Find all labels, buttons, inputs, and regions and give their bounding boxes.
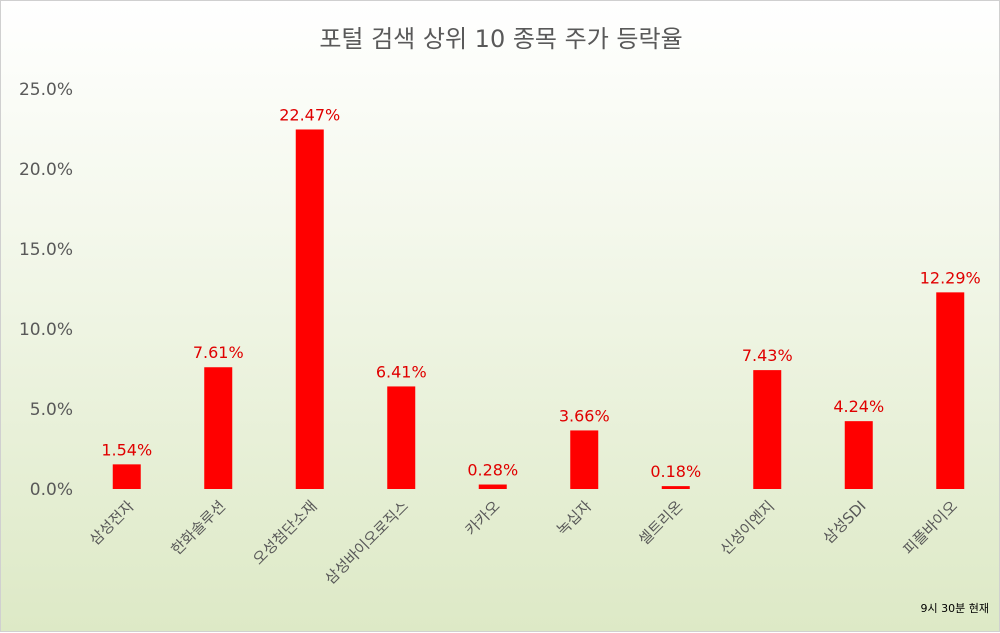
bar [295, 129, 324, 490]
bar [112, 464, 141, 489]
y-axis: 0.0% 5.0% 10.0% 15.0% 20.0% 25.0% [19, 80, 73, 500]
category-label: 셀트리온 [635, 497, 687, 549]
data-label: 22.47% [279, 105, 340, 124]
y-tick-label: 25.0% [19, 80, 73, 100]
y-tick-label: 0.0% [30, 480, 73, 500]
data-labels: 1.54% 7.61% 22.47% 6.41% 0.28% 3.66% 0.18% 7.43… [101, 105, 980, 481]
bar [204, 367, 233, 489]
footnote: 9시 30분 현재 [921, 602, 989, 615]
data-label: 7.43% [742, 346, 793, 365]
data-label: 12.29% [920, 268, 981, 287]
data-label: 7.61% [193, 343, 244, 362]
data-label: 6.41% [376, 362, 427, 381]
bar [936, 292, 965, 489]
category-label: 신성이엔지 [717, 497, 779, 559]
data-label: 0.28% [467, 461, 518, 480]
data-label: 0.18% [650, 462, 701, 481]
data-label: 1.54% [101, 440, 152, 459]
y-tick-label: 20.0% [19, 160, 73, 180]
category-label: 카카오 [462, 497, 504, 539]
x-axis: 삼성전자 한화솔루션 오성첨단소재 삼성바이오로직스 카카오 녹십자 셀트리온 신성이엔지 삼성… [86, 497, 961, 588]
category-label: 오성첨단소재 [249, 497, 320, 568]
bar [844, 421, 873, 489]
category-label: 녹십자 [553, 497, 595, 539]
bar [478, 484, 507, 489]
category-label: 삼성SDI [819, 497, 869, 547]
data-label: 3.66% [559, 406, 610, 425]
bars [112, 129, 965, 490]
y-tick-label: 15.0% [19, 240, 73, 260]
bar [387, 386, 416, 489]
category-label: 삼성전자 [86, 497, 138, 549]
y-tick-label: 10.0% [19, 320, 73, 340]
bar [661, 486, 690, 489]
data-label: 4.24% [833, 397, 884, 416]
bar [570, 430, 599, 489]
y-tick-label: 5.0% [30, 400, 73, 420]
bar [753, 370, 782, 489]
category-label: 삼성바이오로직스 [321, 497, 412, 588]
category-label: 피플바이오 [900, 497, 962, 559]
category-label: 한화솔루션 [168, 497, 230, 559]
chart-title: 포털 검색 상위 10 종목 주가 등락율 [319, 25, 682, 53]
